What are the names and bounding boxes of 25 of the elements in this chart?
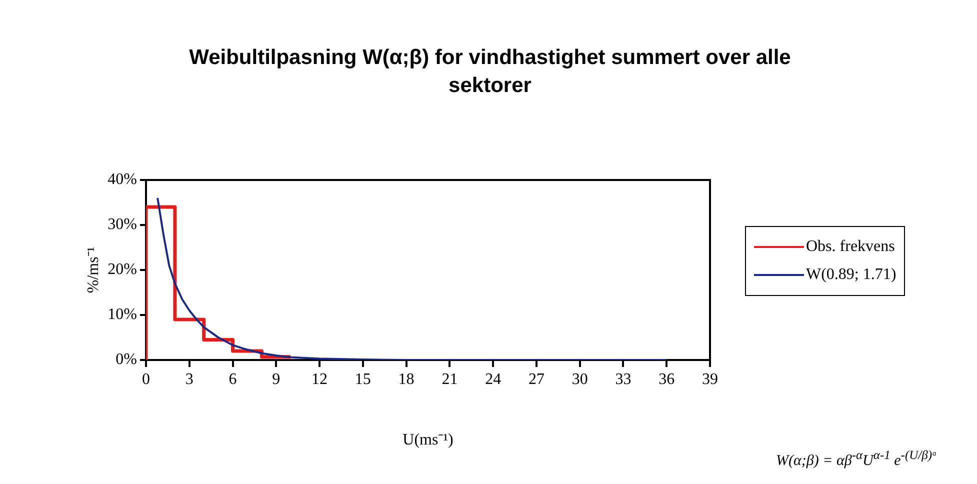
y-tick-label: 40%	[108, 171, 137, 188]
x-tick-label: 39	[702, 370, 718, 388]
y-tick-label: 30%	[108, 216, 137, 234]
x-tick-label: 0	[142, 370, 150, 388]
y-tick-label: 10%	[108, 306, 137, 324]
text: W(α;β) = αβ$^{-α}$U$^{α-1}$ e$^{-(U/β)ᵅ}$	[776, 448, 937, 470]
x-tick-label: 6	[228, 370, 237, 388]
x-tick-label: 12	[312, 370, 328, 388]
x-tick-label: 24	[485, 370, 502, 388]
x-tick-label: 33	[615, 370, 632, 388]
x-tick-label: 9	[272, 370, 280, 388]
x-tick-label: 3	[185, 370, 194, 388]
x-tick-label: 30	[572, 370, 588, 388]
x-tick-label: 27	[528, 370, 544, 388]
x-tick-label: 15	[354, 370, 371, 388]
y-axis-title: %/ms⁻¹	[84, 246, 102, 294]
legend-label: Obs. frekvens	[806, 238, 895, 256]
y-tick-label: 20%	[108, 261, 137, 278]
x-tick-label: 36	[658, 370, 675, 388]
x-tick-label: 21	[442, 370, 458, 388]
x-tick-label: 18	[398, 370, 414, 388]
y-tick-label: 0%	[116, 351, 137, 368]
x-axis-title: U(ms⁻¹)	[402, 432, 454, 449]
legend-label: W(0.89; 1.71)	[806, 266, 896, 284]
chart-title: Weibultilpasning W(α;β) for vindhastighet summert over alle sektorer	[188, 45, 792, 99]
